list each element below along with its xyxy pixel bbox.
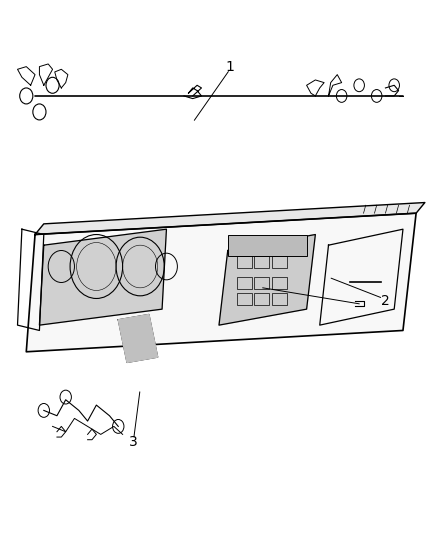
Bar <box>254 293 269 305</box>
Text: 3: 3 <box>129 435 138 449</box>
Bar <box>237 256 252 268</box>
Bar <box>254 256 269 268</box>
Bar <box>254 277 269 289</box>
Bar <box>272 277 287 289</box>
Polygon shape <box>219 235 315 325</box>
Polygon shape <box>118 314 158 362</box>
Polygon shape <box>35 203 425 235</box>
Polygon shape <box>39 229 166 325</box>
Text: 2: 2 <box>381 294 390 308</box>
Bar <box>237 293 252 305</box>
Bar <box>228 235 307 256</box>
Bar <box>272 293 287 305</box>
Polygon shape <box>26 213 416 352</box>
Bar <box>272 256 287 268</box>
Text: 1: 1 <box>226 60 234 74</box>
Bar <box>237 277 252 289</box>
